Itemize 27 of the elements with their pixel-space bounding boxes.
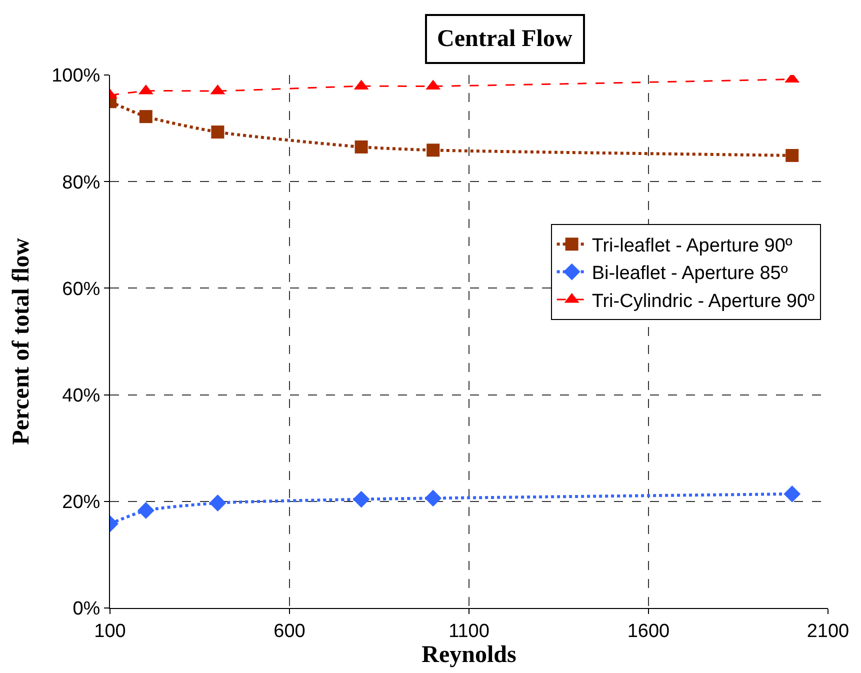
x-tick-label: 2100 [806, 620, 850, 642]
point [786, 148, 799, 162]
y-tick-label: 0% [72, 598, 100, 620]
legend-label: Bi-leaflet - Aperture 85º [592, 263, 788, 284]
point [426, 144, 440, 157]
legend-label: Tri-Cylindric - Aperture 90º [592, 290, 815, 312]
point [424, 490, 442, 507]
y-tick-label: 40% [62, 385, 100, 406]
point [784, 485, 801, 502]
y-axis-title: Percent of total flow [8, 237, 35, 445]
x-tick-label: 100 [94, 620, 126, 642]
y-tick-label: 80% [62, 172, 100, 194]
legend-label: Tri-leaflet - Aperture 90º [592, 236, 792, 256]
x-tick-label: 1100 [448, 620, 490, 642]
point [137, 502, 154, 519]
point [211, 126, 224, 139]
point [209, 494, 226, 512]
x-axis-title: Reynolds [422, 642, 516, 668]
x-tick-label: 1600 [627, 620, 670, 642]
point [354, 140, 368, 154]
point [139, 110, 152, 124]
y-tick-label: 100% [52, 66, 100, 87]
y-tick-label: 20% [62, 492, 100, 514]
chart-title: Central Flow [437, 26, 573, 52]
y-tick-label: 60% [62, 278, 100, 300]
x-tick-label: 600 [274, 620, 306, 642]
point [352, 490, 370, 508]
